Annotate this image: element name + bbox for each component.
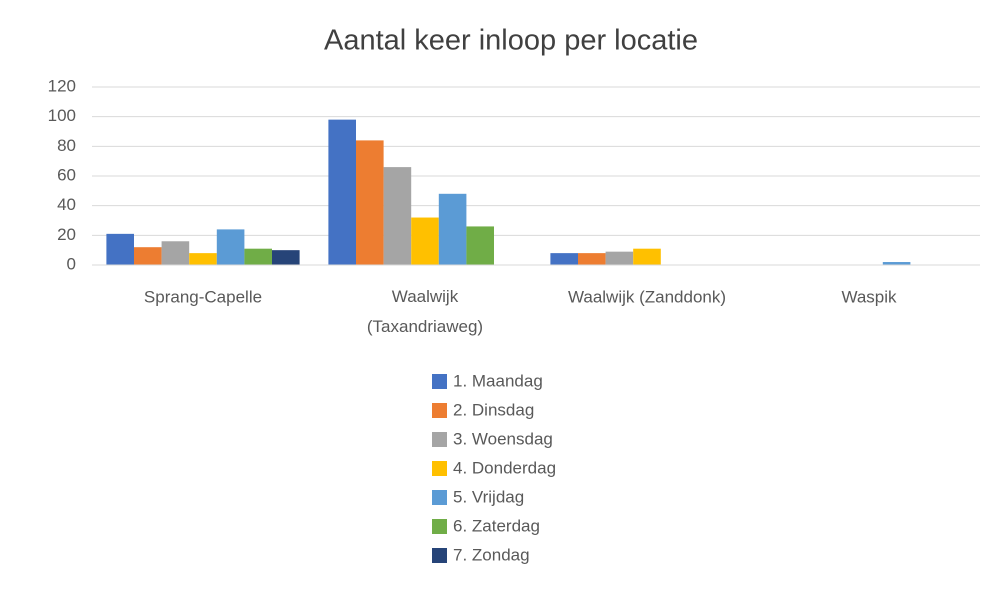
bar [882,262,911,265]
legend-label: 1. Maandag [453,371,543,390]
bar [134,247,162,265]
bar [189,253,217,265]
bar [411,217,439,265]
legend-label: 4. Donderdag [453,458,556,477]
y-tick-label: 20 [57,225,76,244]
chart-title: Aantal keer inloop per locatie [324,25,698,57]
legend-swatch [432,490,447,505]
legend-swatch [432,403,447,418]
legend-label: 2. Dinsdag [453,400,534,419]
bar [466,226,494,265]
x-tick-label: Waspik [841,287,897,306]
legend-label: 3. Woensdag [453,429,553,448]
x-tick-label-line: Waalwijk [392,287,459,306]
legend-label: 6. Zaterdag [453,516,540,535]
bar [383,167,412,265]
legend-swatch [432,519,447,534]
bar [356,140,384,265]
bar [161,241,190,265]
bar [438,193,467,265]
bar [550,253,578,265]
x-tick-label-line: (Taxandriaweg) [367,317,483,336]
y-tick-label: 60 [57,165,76,184]
bar [244,248,272,265]
legend-swatch [432,461,447,476]
x-tick-label: Waalwijk (Taxandriaweg) [367,287,483,336]
x-tick-label: Waalwijk (Zanddonk) [568,287,726,306]
y-tick-label: 100 [48,106,76,125]
legend-swatch [432,548,447,563]
bar [605,251,634,265]
bar [578,253,606,265]
y-tick-label: 0 [67,254,76,273]
y-tick-label: 40 [57,195,76,214]
bar [216,229,245,265]
bar [272,250,300,265]
x-tick-label: Sprang-Capelle [144,287,262,306]
legend-label: 5. Vrijdag [453,487,524,506]
y-tick-label: 80 [57,136,76,155]
legend-label: 7. Zondag [453,545,530,564]
legend-swatch [432,432,447,447]
bar [106,233,134,265]
y-tick-label: 120 [48,76,76,95]
legend-swatch [432,374,447,389]
bar [633,248,661,265]
bar [328,119,356,265]
